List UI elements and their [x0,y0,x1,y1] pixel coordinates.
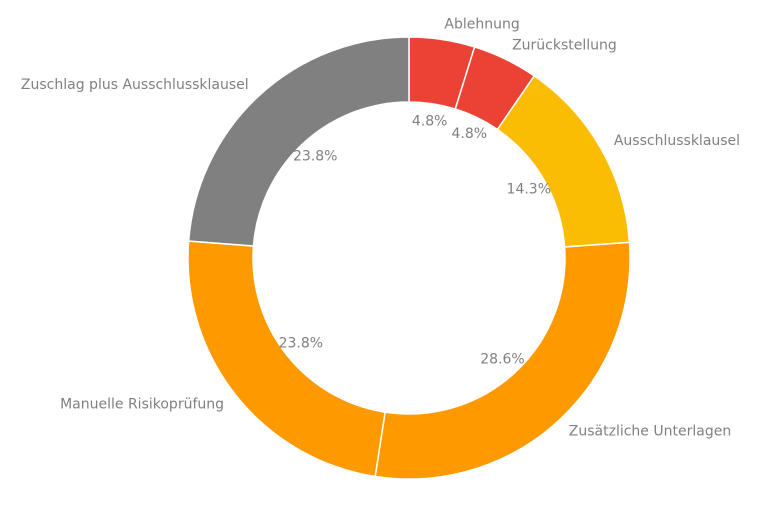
slice-percent-manuelle-risikoprufung: 23.8% [279,336,323,352]
slice-percent-labels: 4.8%4.8% 14.3% 28.6% 23.8% 23.8% [279,114,551,368]
slice-percent-ablehnung: 4.8% [412,114,448,130]
slice-label-zuruckstellung: Zurückstellung [512,38,617,54]
slice-label-zuschlag-plus-ausschlussklausel: Zuschlag plus Ausschlussklausel [21,77,249,93]
slice-percent-ausschlussklausel: 14.3% [507,182,551,198]
slice-percent-zuruckstellung: 4.8% [451,126,487,142]
slice-zuschlag-plus-ausschlussklausel [187,36,410,247]
slice-percent-zusatzliche-unterlagen: 28.6% [480,352,524,368]
slice-label-ablehnung: Ablehnung [444,17,519,33]
slice-ausschlussklausel [496,74,631,248]
slice-label-ausschlussklausel: Ausschlussklausel [614,133,740,149]
slice-label-manuelle-risikoprufung: Manuelle Risikoprüfung [60,397,224,413]
slice-zusatzliche-unterlagen [374,241,631,480]
slice-label-zusatzliche-unterlagen: Zusätzliche Unterlagen [569,424,731,440]
slice-percent-zuschlag-plus-ausschlussklausel: 23.8% [293,149,337,165]
donut-slices [187,36,631,480]
slice-labels: Ablehnung Zurückstellung Ausschlussklausel… [21,17,740,440]
slice-manuelle-risikoprufung [187,240,386,478]
